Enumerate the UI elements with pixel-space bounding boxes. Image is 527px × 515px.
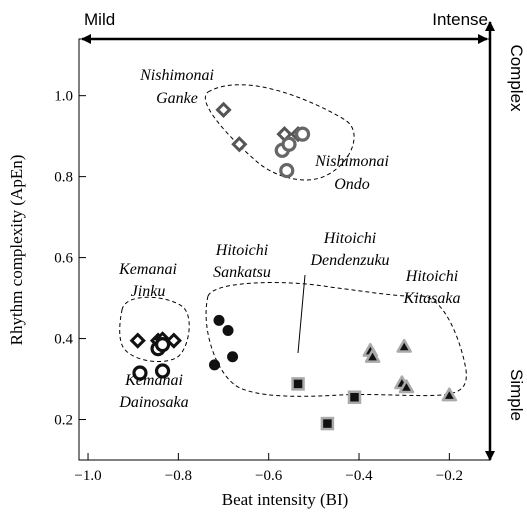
annotation-nishimonai-ondo: Nishimonai Ondo: [314, 153, 389, 193]
cluster-outline-kemanai: [119, 296, 190, 363]
data-point-hitoichi-sankatsu: [222, 324, 234, 336]
data-point-nishimonai-ganke: [215, 101, 232, 118]
x-axis-ticks: −1.0 −0.8 −0.6 −0.4 −0.2: [74, 453, 463, 484]
annotation-line: Nishimonai: [139, 67, 214, 84]
y-axis-ticks: 0.2 0.4 0.6 0.8 1.0: [54, 89, 86, 429]
x-tick-label: −1.0: [74, 468, 101, 484]
annotation-line: Hitoichi: [215, 242, 268, 259]
y-tick-label: 0.4: [54, 332, 73, 348]
y-tick-label: 0.8: [54, 170, 73, 186]
top-axis-left-label: Mild: [84, 10, 115, 29]
annotation-line: Dainosaka: [118, 394, 188, 411]
right-axis-top-label: Complex: [507, 44, 526, 112]
annotation-line: Kitasaka: [403, 290, 461, 307]
x-axis-label: Beat intensity (BI): [222, 490, 349, 509]
data-point-hitoichi-sankatsu: [208, 359, 220, 371]
y-axis-label: Rhythm complexity (ApEn): [7, 155, 26, 346]
data-point-kemanai-dainosaka: [154, 337, 171, 353]
x-tick-label: −0.6: [255, 468, 283, 484]
annotation-line: Nishimonai: [314, 153, 389, 170]
cluster-outline-nishimonai: [205, 84, 355, 181]
y-tick-label: 0.6: [54, 251, 73, 267]
annotation-line: Dendenzuku: [309, 252, 389, 269]
data-point-hitoichi-kitasaka: [396, 338, 412, 353]
annotation-line: Hitoichi: [323, 230, 376, 247]
data-point-nishimonai-ondo: [294, 126, 311, 142]
data-point-hitoichi-dendenzuku: [320, 416, 335, 431]
data-points: [129, 101, 458, 431]
data-point-nishimonai-ondo: [281, 136, 297, 152]
data-point-hitoichi-kitasaka: [364, 349, 381, 363]
data-point-hitoichi-sankatsu: [227, 351, 239, 363]
annotation-line: Ganke: [156, 90, 198, 107]
annotation-line: Kemanai: [124, 372, 183, 389]
x-tick-label: −0.8: [165, 468, 192, 484]
right-axis-bottom-label: Simple: [507, 369, 526, 421]
cluster-outlines: [119, 84, 467, 397]
x-tick-label: −0.2: [436, 468, 463, 484]
annotation-line: Hitoichi: [405, 268, 458, 285]
data-point-kemanai-jinku: [165, 332, 182, 349]
annotation-line: Sankatsu: [213, 264, 271, 281]
annotation-kemanai-dainosaka: Kemanai Dainosaka: [118, 372, 188, 411]
data-point-hitoichi-dendenzuku: [291, 377, 305, 391]
data-point-hitoichi-dendenzuku: [347, 390, 362, 405]
annotation-kemanai-jinku: Kemanai Jinku: [118, 261, 177, 300]
data-point-nishimonai-ganke: [231, 136, 248, 153]
annotation-hitoichi-kitasaka: Hitoichi Kitasaka: [403, 268, 461, 307]
data-point-hitoichi-kitasaka: [441, 387, 458, 402]
y-tick-label: 1.0: [54, 89, 73, 105]
x-tick-label: −0.4: [345, 468, 373, 484]
data-point-kemanai-dainosaka: [154, 363, 171, 379]
data-point-kemanai-jinku: [129, 332, 146, 349]
data-point-nishimonai-ondo: [279, 162, 295, 179]
y-tick-label: 0.2: [54, 413, 73, 429]
annotation-line: Ondo: [334, 176, 370, 193]
cluster-outline-hitoichi: [205, 282, 467, 397]
annotation-nishimonai-ganke: Nishimonai Ganke: [139, 67, 214, 107]
annotation-hitoichi-sankatsu: Hitoichi Sankatsu: [213, 242, 271, 281]
dendenzuku-leader-line: [297, 274, 306, 354]
data-point-kemanai-dainosaka: [132, 365, 148, 381]
annotation-line: Jinku: [131, 283, 166, 300]
top-axis-right-label: Intense: [432, 10, 488, 29]
annotation-line: Kemanai: [118, 261, 177, 278]
data-point-hitoichi-sankatsu: [213, 314, 225, 326]
data-point-hitoichi-kitasaka: [398, 379, 415, 394]
annotation-hitoichi-dendenzuku: Hitoichi Dendenzuku: [309, 230, 389, 269]
